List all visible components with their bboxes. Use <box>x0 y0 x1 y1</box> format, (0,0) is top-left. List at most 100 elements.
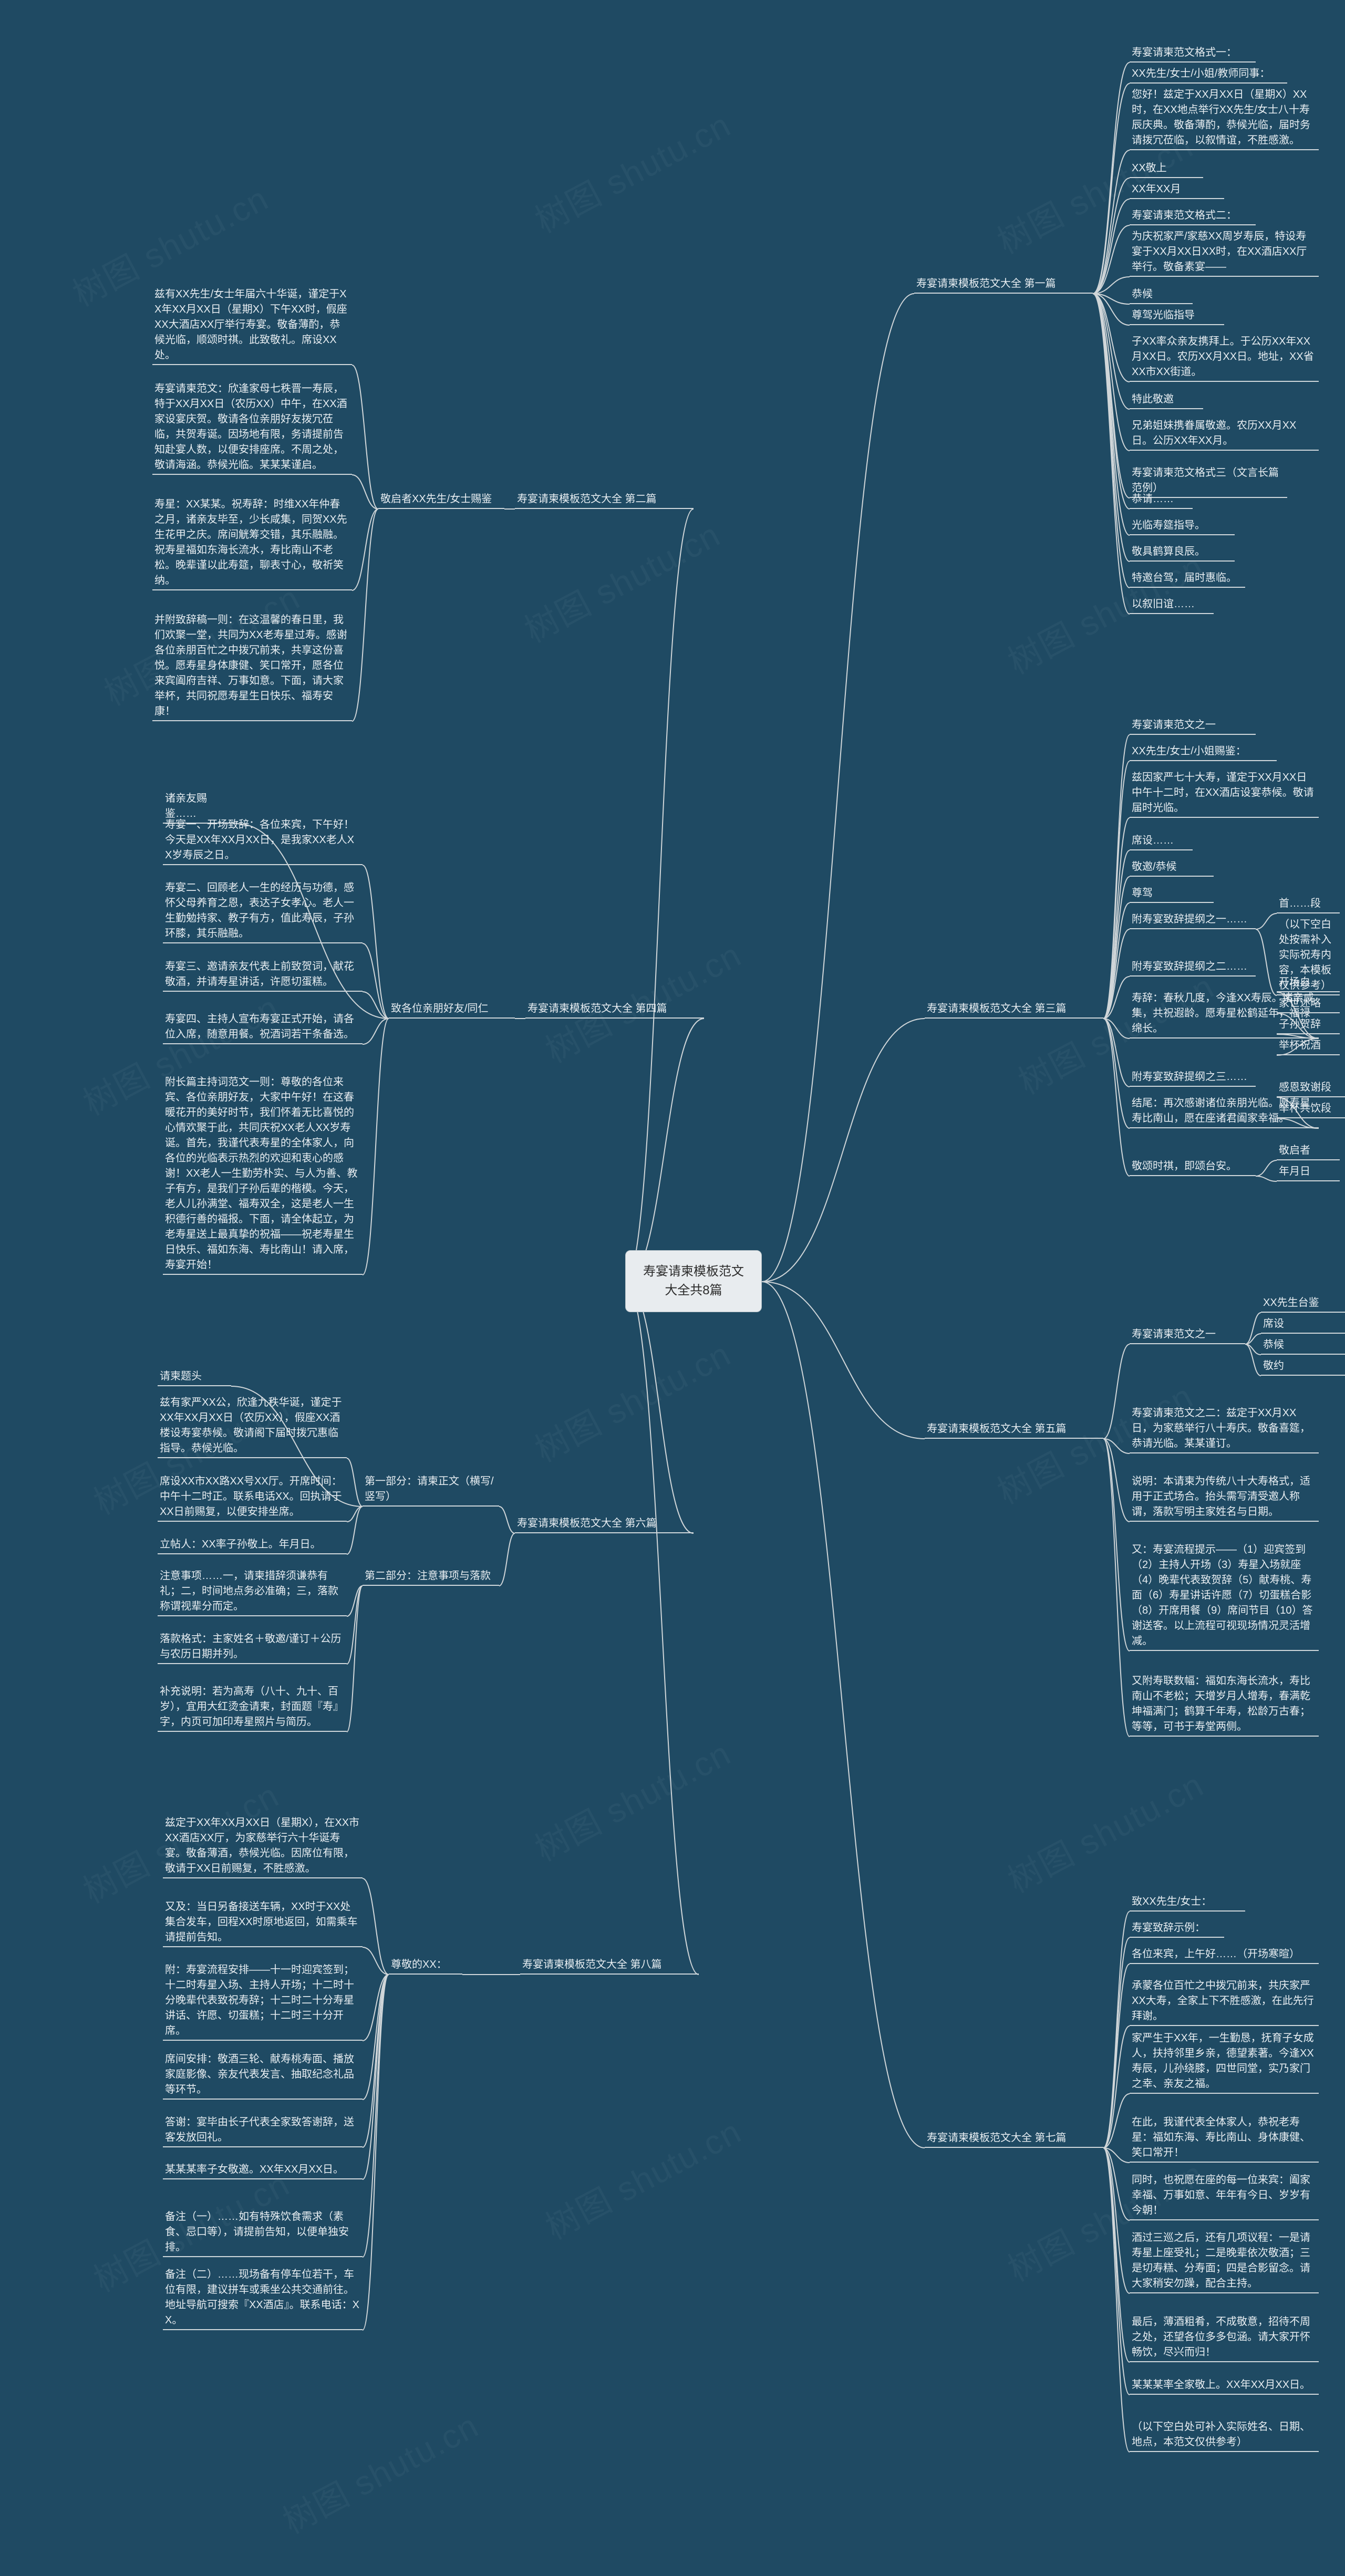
leaf-node: 附长篇主持词范文一则：尊敬的各位来宾、各位亲朋好友，大家中午好！在这春暖花开的美… <box>163 1072 363 1275</box>
leaf-node: 举杯共饮段 <box>1277 1098 1345 1118</box>
watermark-text: 树图 shutu.cn <box>998 1759 1211 1903</box>
branch-label: 寿宴请柬模板范文大全 第一篇 <box>914 273 1093 294</box>
leaf-node: 在此，我谨代表全体家人，恭祝老寿星：福如东海、寿比南山、身体康健、笑口常开！ <box>1130 2112 1319 2163</box>
leaf-node: 尊敬的XX： <box>389 1954 462 1975</box>
leaf-node: 感恩致谢段 <box>1277 1077 1345 1097</box>
leaf-node: 兄弟姐妹携眷属敬邀。农历XX月XX日。公历XX年XX月。 <box>1130 415 1319 451</box>
leaf-node: 以叙旧谊…… <box>1130 594 1214 614</box>
leaf-node: 寿星：XX某某。祝寿辞：时维XX年仲春之月，诸亲友毕至，少长咸集，同贺XX先生花… <box>152 494 352 590</box>
leaf-node: 备注（一）……如有特殊饮食需求（素食、忌口等），请提前告知，以便单独安排。 <box>163 2206 363 2257</box>
leaf-node: 兹定于XX年XX月XX日（星期X），在XX市XX酒店XX厅，为家慈举行六十华诞寿… <box>163 1812 363 1878</box>
branch-label: 寿宴请柬模板范文大全 第七篇 <box>925 2127 1103 2148</box>
leaf-node: 敬启者 <box>1277 1140 1340 1160</box>
leaf-node: 兹有XX先生/女士年届六十华诞，谨定于XX年XX月XX日（星期X）下午XX时，假… <box>152 284 352 365</box>
leaf-node: 说明：本请柬为传统八十大寿格式，适用于正式场合。抬头需写清受邀人称谓，落款写明主… <box>1130 1471 1319 1522</box>
leaf-node: 寿宴请柬范文：欣逢家母七秩晋一寿辰，特于XX月XX日（农历XX）中午，在XX酒家… <box>152 378 352 475</box>
leaf-node: 特邀台驾，届时惠临。 <box>1130 567 1245 588</box>
leaf-node: 附：寿宴流程安排——十一时迎宾签到；十二时寿星入场、主持人开场；十二时十分晚辈代… <box>163 1959 363 2041</box>
leaf-node: XX敬上 <box>1130 158 1203 178</box>
leaf-node: 子XX率众亲友携拜上。于公历XX年XX月XX日。农历XX月XX日。地址，XX省X… <box>1130 331 1319 382</box>
leaf-node: 某某某率全家敬上。XX年XX月XX日。 <box>1130 2374 1319 2395</box>
branch-label: 寿宴请柬模板范文大全 第二篇 <box>515 489 694 509</box>
leaf-node: 备注（二）……现场备有停车位若干，车位有限，建议拼车或乘坐公共交通前往。地址导航… <box>163 2264 363 2330</box>
leaf-node: 兹有家严XX公，欣逢九秩华诞，谨定于XX年XX月XX日（农历XX），假座XX酒楼… <box>158 1392 347 1458</box>
leaf-node: 举杯祝酒 <box>1277 1035 1340 1055</box>
leaf-node: （以下空白处可补入实际姓名、日期、地点，本范文仅供参考） <box>1130 2416 1319 2452</box>
leaf-node: 恭候 <box>1130 284 1193 304</box>
leaf-node: 敬启者XX先生/女士赐鉴 <box>378 489 504 509</box>
leaf-node: XX先生/女士/小姐赐鉴： <box>1130 741 1277 761</box>
watermark-text: 树图 shutu.cn <box>515 508 728 652</box>
leaf-node: 注意事项……一，请柬措辞须谦恭有礼；二，时间地点务必准确；三，落款称谓视辈分而定… <box>158 1565 347 1616</box>
leaf-node: 补充说明：若为高寿（八十、九十、百岁），宜用大红烫金请柬，封面题『寿』字，内页可… <box>158 1681 347 1732</box>
leaf-node: 席设XX市XX路XX号XX厅。开席时间：中午十二时正。联系电话XX。回执请于XX… <box>158 1471 347 1522</box>
leaf-node: 特此敬邀 <box>1130 389 1203 409</box>
leaf-node: XX先生台鉴 <box>1261 1292 1345 1313</box>
leaf-node: 立帖人：XX率子孙敬上。年月日。 <box>158 1534 347 1554</box>
leaf-node: 附寿宴致辞提纲之二…… <box>1130 956 1256 977</box>
leaf-node: 寿宴一、开场致辞：各位来宾，下午好！今天是XX年XX月XX日，是我家XX老人XX… <box>163 814 363 865</box>
branch-label: 寿宴请柬模板范文大全 第八篇 <box>520 1954 699 1975</box>
root-node: 寿宴请柬模板范文大全共8篇 <box>625 1250 762 1312</box>
watermark-text: 树图 shutu.cn <box>525 1328 738 1472</box>
leaf-node: 又及：当日另备接送车辆，XX时于XX处集合发车，回程XX时原地返回，如需乘车请提… <box>163 1896 363 1947</box>
branch-label: 寿宴请柬模板范文大全 第五篇 <box>925 1418 1103 1439</box>
leaf-node: 兹因家严七十大寿，谨定于XX月XX日中午十二时，在XX酒店设宴恭候。敬请届时光临… <box>1130 767 1319 818</box>
leaf-node: 为庆祝家严/家慈XX周岁寿辰，特设寿宴于XX月XX日XX时，在XX酒店XX厅举行… <box>1130 226 1319 277</box>
leaf-node: 致各位亲朋好友/同仁 <box>389 998 515 1019</box>
leaf-node: 首……段 <box>1277 893 1340 913</box>
leaf-node: 尊驾 <box>1130 882 1214 903</box>
leaf-node: 寿宴请柬范文格式二： <box>1130 205 1256 225</box>
leaf-node: 恭请…… <box>1130 489 1193 509</box>
leaf-node: 席间安排：敬酒三轮、献寿桃寿面、播放家庭影像、亲友代表发言、抽取纪念礼品等环节。 <box>163 2049 363 2100</box>
leaf-node: 寿宴请柬范文格式一： <box>1130 42 1256 63</box>
leaf-node: 席设…… <box>1130 830 1193 850</box>
leaf-node: 家严生于XX年，一生勤恳，抚育子女成人，扶持邻里乡亲，德望素著。今逢XX寿辰，儿… <box>1130 2028 1319 2094</box>
leaf-node: 附寿宴致辞提纲之一…… <box>1130 909 1256 929</box>
leaf-node: 寿宴致辞示例： <box>1130 1917 1224 1938</box>
leaf-node: 敬邀/恭候 <box>1130 856 1214 877</box>
mindmap-canvas: 树图 shutu.cn 树图 shutu.cn 树图 shutu.cn 树图 shut… <box>0 0 1345 2576</box>
leaf-node: 附寿宴致辞提纲之三…… <box>1130 1066 1256 1087</box>
leaf-node: 请柬题头 <box>158 1366 231 1386</box>
leaf-node: 某某某率子女敬邀。XX年XX月XX日。 <box>163 2159 363 2179</box>
leaf-node: XX年XX月 <box>1130 179 1224 199</box>
leaf-node: 酒过三巡之后，还有几项议程：一是请寿星上座受礼；二是晚辈依次敬酒；三是切寿糕、分… <box>1130 2227 1319 2293</box>
leaf-node: 各位来宾，上午好……（开场寒暄） <box>1130 1944 1319 1964</box>
watermark-text: 树图 shutu.cn <box>273 2400 486 2543</box>
leaf-node: 寿宴三、邀请亲友代表上前致贺词，献花敬酒，并请寿星讲话，许愿切蛋糕。 <box>163 956 363 992</box>
leaf-node: 第一部分：请柬正文（横写/竖写） <box>363 1471 499 1507</box>
leaf-node: 敬具鹤算良辰。 <box>1130 541 1235 562</box>
leaf-node: 又：寿宴流程提示——（1）迎宾签到（2）主持人开场（3）寿星入场就座（4）晚辈代… <box>1130 1539 1319 1651</box>
leaf-node: 寿宴四、主持人宣布寿宴正式开始，请各位入席，随意用餐。祝酒词若干条备选。 <box>163 1009 363 1044</box>
watermark-text: 树图 shutu.cn <box>525 1727 738 1871</box>
leaf-node: XX先生/女士/小姐/教师同事： <box>1130 63 1287 84</box>
leaf-node: 落款格式：主家姓名＋敬邀/谨订＋公历与农历日期并列。 <box>158 1628 347 1664</box>
leaf-node: 又附寿联数幅：福如东海长流水，寿比南山不老松；天增岁月人增寿，春满乾坤福满门；鹤… <box>1130 1670 1319 1737</box>
leaf-node: 同时，也祝愿在座的每一位来宾：阖家幸福、万事如意、年年有今日、岁岁有今朝！ <box>1130 2169 1319 2220</box>
leaf-node: 承蒙各位百忙之中拨冗前来，共庆家严XX大寿，全家上下不胜感激，在此先行拜谢。 <box>1130 1975 1319 2026</box>
leaf-node: 寿宴请柬范文之一 <box>1130 1324 1245 1344</box>
leaf-node: 第二部分：注意事项与落款 <box>363 1565 499 1586</box>
leaf-node: 并附致辞稿一则：在这温馨的春日里，我们欢聚一堂，共同为XX老寿星过寿。感谢各位亲… <box>152 609 352 721</box>
leaf-node: 年月日 <box>1277 1161 1340 1181</box>
leaf-node: 寿宴请柬范文之一 <box>1130 714 1256 735</box>
leaf-node: 致XX先生/女士： <box>1130 1891 1245 1912</box>
leaf-node: 您好！兹定于XX月XX日（星期X）XX时，在XX地点举行XX先生/女士八十寿辰庆… <box>1130 84 1319 150</box>
branch-label: 寿宴请柬模板范文大全 第四篇 <box>525 998 704 1019</box>
leaf-node: 席设 <box>1261 1313 1345 1334</box>
leaf-node: 敬约 <box>1261 1355 1345 1376</box>
leaf-node: 尊驾光临指导 <box>1130 305 1224 325</box>
watermark-text: 树图 shutu.cn <box>536 2105 749 2249</box>
leaf-node: 开场白 <box>1277 972 1340 992</box>
leaf-node: 子孙贺辞 <box>1277 1014 1340 1034</box>
leaf-node: 寿宴二、回顾老人一生的经历与功德，感怀父母养育之恩，表达子女孝心。老人一生勤勉持… <box>163 877 363 943</box>
branch-label: 寿宴请柬模板范文大全 第三篇 <box>925 998 1103 1019</box>
leaf-node: 家世述略 <box>1277 993 1340 1013</box>
branch-label: 寿宴请柬模板范文大全 第六篇 <box>515 1513 694 1533</box>
leaf-node: 最后，薄酒粗肴，不成敬意，招待不周之处，还望各位多多包涵。请大家开怀畅饮，尽兴而… <box>1130 2311 1319 2362</box>
watermark-text: 树图 shutu.cn <box>525 99 738 243</box>
leaf-node: 寿宴请柬范文之二：兹定于XX月XX日，为家慈举行八十寿庆。敬备喜筵，恭请光临。某… <box>1130 1403 1319 1453</box>
leaf-node: 恭候 <box>1261 1334 1345 1355</box>
leaf-node: 答谢：宴毕由长子代表全家致答谢辞，送客发放回礼。 <box>163 2112 363 2147</box>
